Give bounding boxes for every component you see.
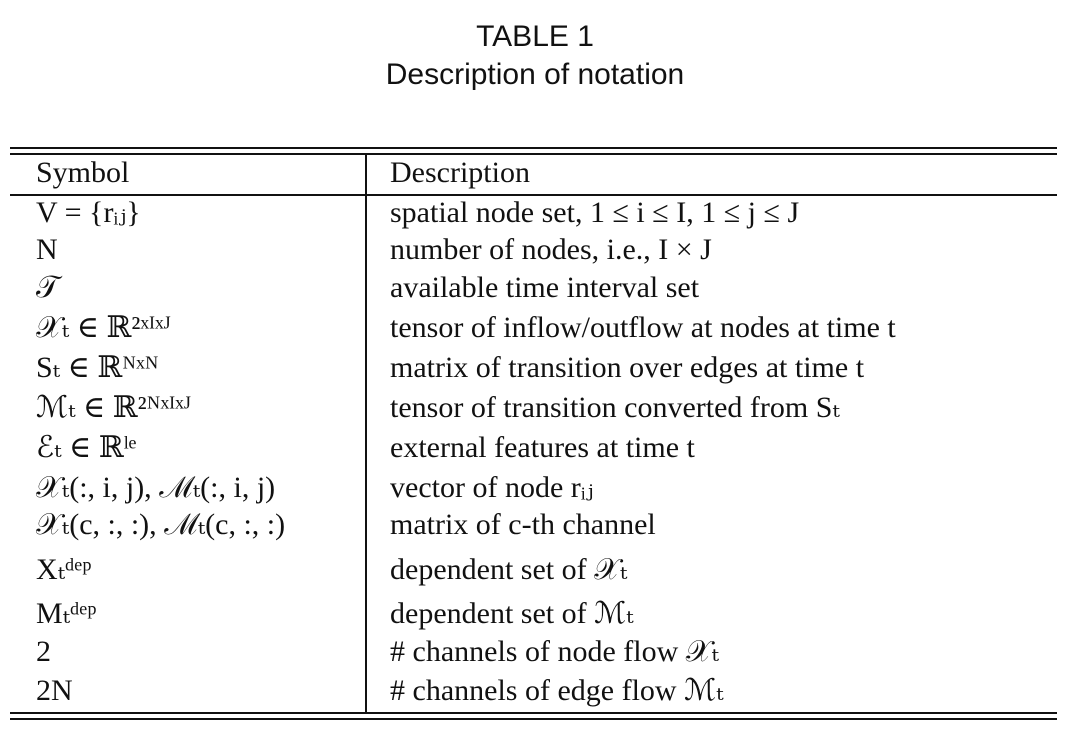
row-description: dependent set of 𝒳ₜ [390, 553, 628, 586]
row-description: number of nodes, i.e., I × J [390, 233, 712, 266]
table-label: TABLE 1 [476, 20, 594, 53]
row-description: matrix of transition over edges at time … [390, 351, 865, 384]
header-rule [10, 194, 1057, 196]
row-description: # channels of edge flow ℳₜ [390, 674, 724, 707]
row-symbol: Mₜᵈᵉᵖ [36, 597, 97, 630]
row-description: tensor of inflow/outflow at nodes at tim… [390, 311, 896, 344]
row-symbol: 2 [36, 635, 51, 668]
row-description: external features at time t [390, 431, 695, 464]
row-description: spatial node set, 1 ≤ i ≤ I, 1 ≤ j ≤ J [390, 196, 800, 229]
row-symbol: 𝒯 [36, 271, 59, 304]
row-symbol: 𝒳ₜ(c, :, :), ℳₜ(c, :, :) [36, 508, 286, 541]
row-symbol: 2N [36, 674, 73, 707]
row-symbol: ℰₜ ∈ ℝˡᵉ [36, 431, 137, 464]
row-description: matrix of c-th channel [390, 508, 656, 541]
row-description: available time interval set [390, 271, 700, 304]
top-rule [10, 147, 1057, 149]
header-description: Description [390, 156, 530, 189]
row-description: tensor of transition converted from Sₜ [390, 391, 840, 424]
row-symbol: V = {rᵢⱼ} [36, 196, 141, 229]
bottom-rule-inner [10, 712, 1057, 714]
table-title: Description of notation [385, 58, 685, 91]
row-symbol: 𝒳ₜ ∈ ℝ²ˣᴵˣᴶ [36, 311, 172, 344]
row-description: dependent set of ℳₜ [390, 597, 634, 630]
header-symbol: Symbol [36, 156, 130, 189]
top-rule-inner [10, 153, 1057, 155]
column-divider [365, 155, 367, 712]
row-symbol: 𝒳ₜ(:, i, j), ℳₜ(:, i, j) [36, 471, 276, 504]
row-description: vector of node rᵢⱼ [390, 471, 594, 504]
row-description: # channels of node flow 𝒳ₜ [390, 635, 719, 668]
row-symbol: ℳₜ ∈ ℝ²ᴺˣᴵˣᴶ [36, 391, 192, 424]
bottom-rule [10, 718, 1057, 720]
row-symbol: Sₜ ∈ ℝᴺˣᴺ [36, 351, 159, 384]
row-symbol: Xₜᵈᵉᵖ [36, 553, 92, 586]
row-symbol: N [36, 233, 58, 266]
